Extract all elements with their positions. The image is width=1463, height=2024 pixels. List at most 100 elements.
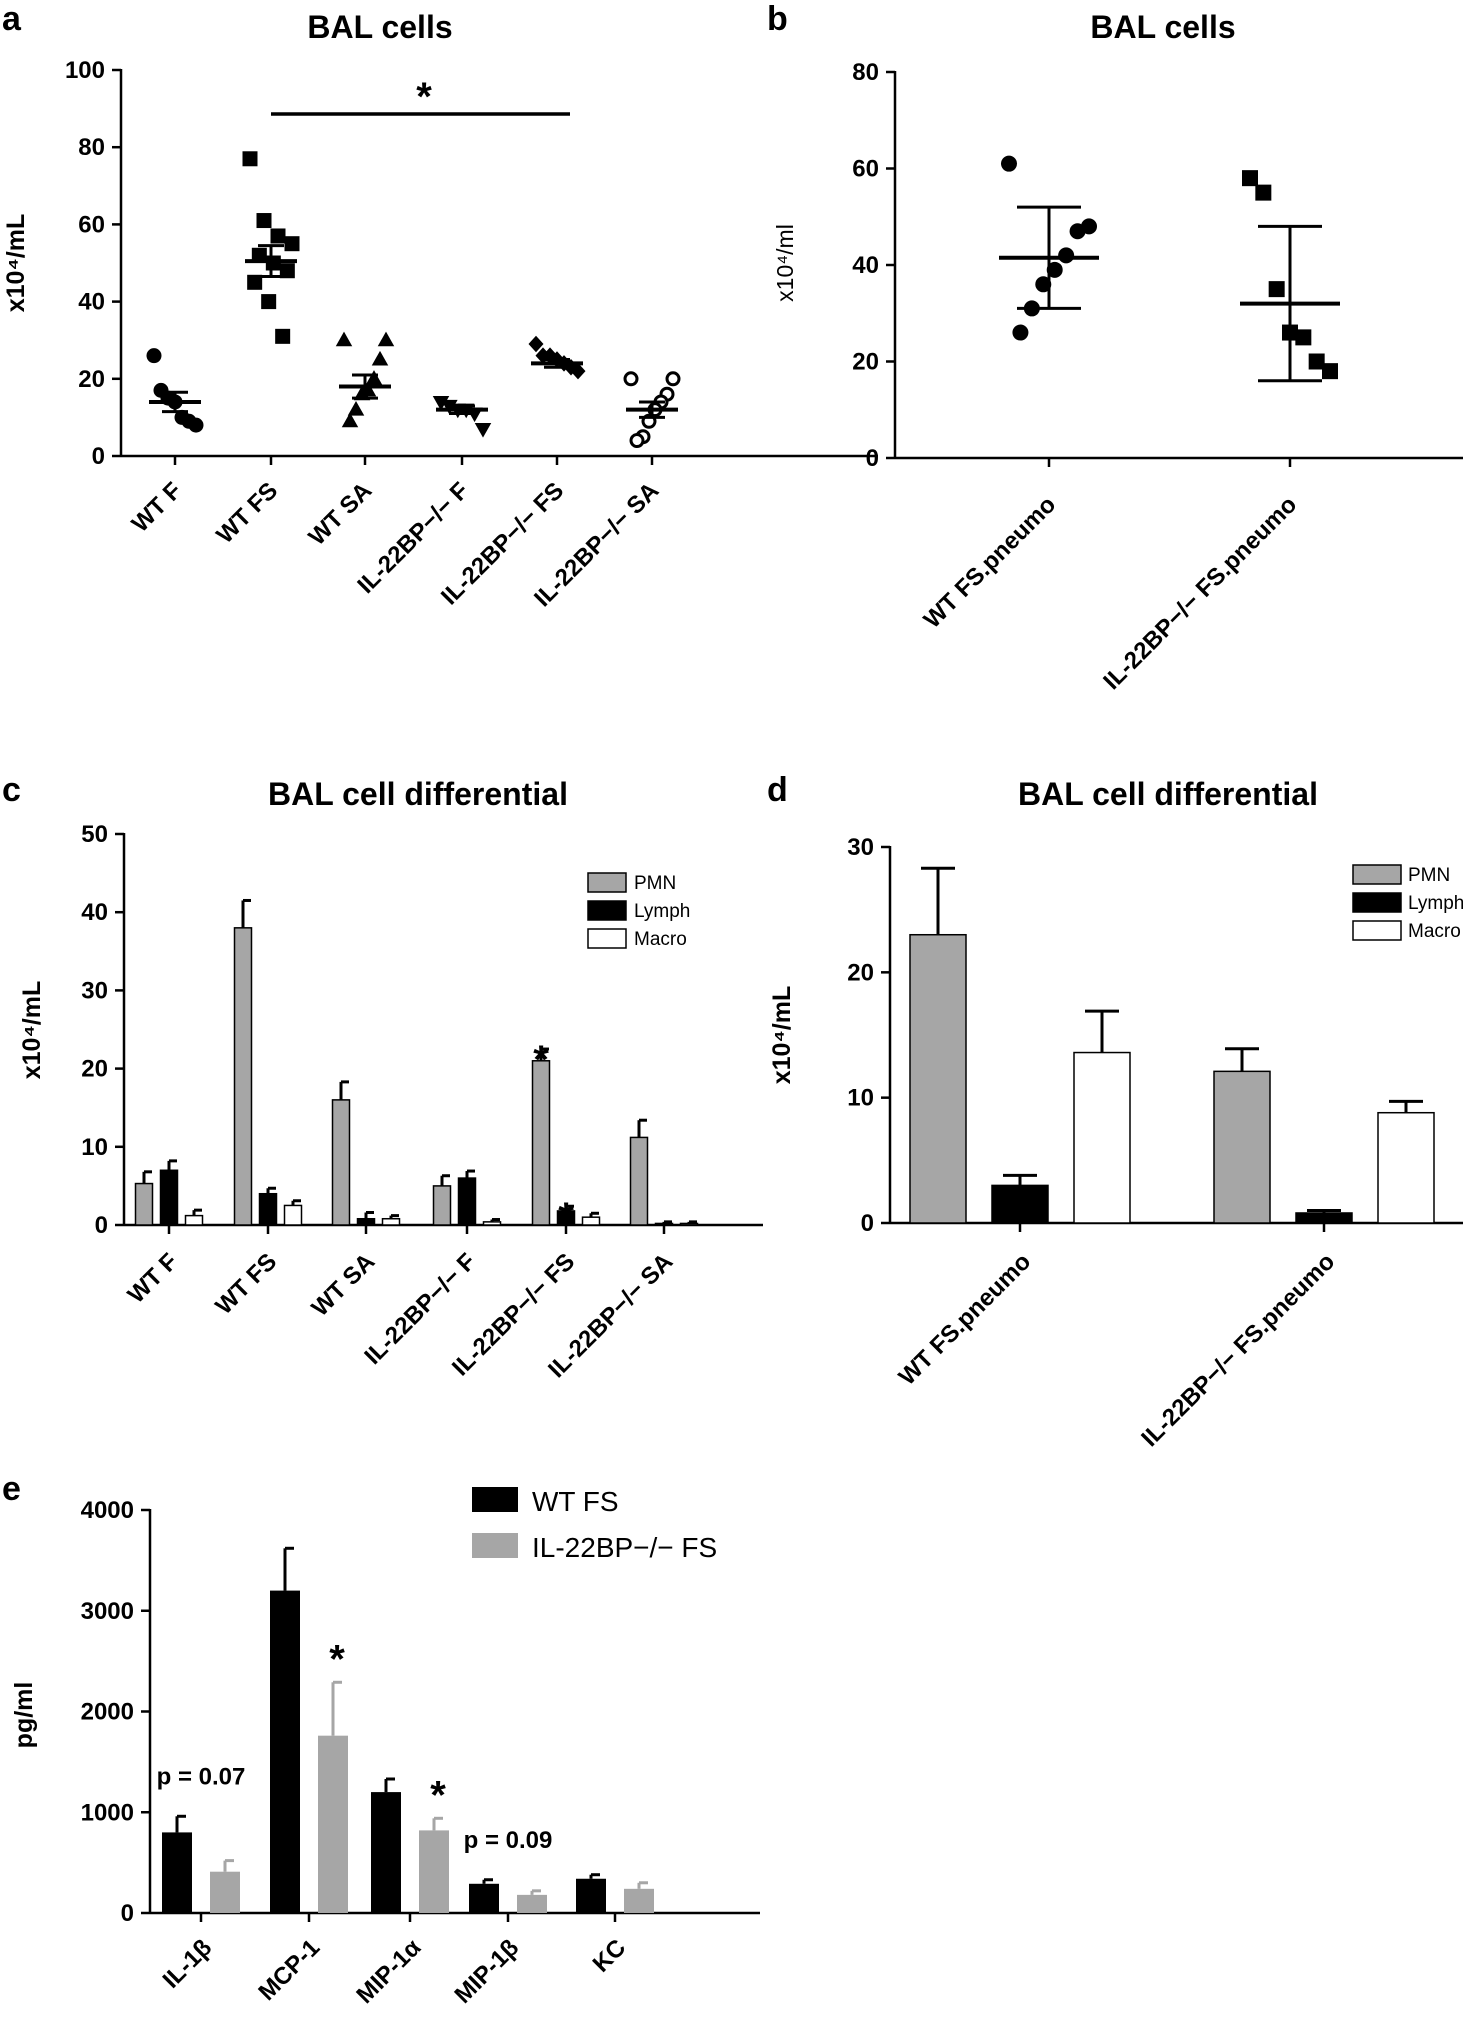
bar-il-22bp-fs [318, 1735, 348, 1913]
bar-macro [679, 1222, 699, 1226]
data-point [377, 331, 395, 347]
x-tick-label: IL-22BP−/− FS.pneumo [1098, 491, 1302, 695]
significance-star: * [558, 1195, 574, 1239]
panel-label: d [767, 771, 788, 809]
significance-star: * [416, 75, 432, 119]
data-point [242, 151, 258, 167]
data-point [188, 417, 204, 433]
y-tick-label: 10 [81, 1134, 108, 1161]
data-point [1012, 324, 1029, 341]
legend-swatch [587, 928, 627, 949]
y-tick-label: 80 [78, 134, 105, 161]
y-tick-label: 0 [121, 1900, 134, 1927]
data-point [251, 247, 267, 263]
data-point [1069, 223, 1086, 240]
data-point [247, 274, 263, 290]
bar-macro [1377, 1111, 1435, 1224]
y-tick-label: 30 [847, 834, 874, 861]
bar-lymph [159, 1169, 179, 1226]
legend-swatch [1352, 892, 1402, 913]
data-point [474, 422, 492, 438]
panel-label: a [2, 0, 22, 38]
x-tick-label: IL-1β [158, 1934, 218, 1994]
legend-label: Lymph [1408, 893, 1463, 914]
y-tick-label: 20 [847, 959, 874, 986]
y-tick-label: 1000 [81, 1799, 134, 1826]
y-tick-label: 0 [95, 1212, 108, 1239]
data-point [275, 328, 291, 344]
data-point [1268, 281, 1285, 298]
y-tick-label: 80 [852, 59, 879, 86]
bar-il-22bp-fs [624, 1888, 654, 1913]
data-point [256, 213, 272, 229]
significance-star: * [430, 1773, 446, 1817]
legend-label: WT FS [532, 1486, 619, 1517]
bar-pmn [233, 927, 253, 1226]
y-tick-label: 0 [861, 1210, 874, 1237]
bar-lymph [991, 1184, 1049, 1224]
legend-label: IL-22BP−/− FS [532, 1532, 717, 1563]
legend-label: PMN [1408, 865, 1450, 886]
bar-pmn [909, 933, 967, 1224]
bar-macro [381, 1217, 401, 1226]
bar-macro [184, 1214, 204, 1226]
data-point [665, 371, 681, 387]
bar-il-22bp-fs [210, 1871, 240, 1913]
chart-title: BAL cells [307, 9, 452, 45]
legend-label: Macro [634, 929, 687, 950]
chart-title: BAL cell differential [268, 776, 568, 812]
x-tick-label: MCP-1 [253, 1934, 325, 2006]
y-tick-label: 60 [852, 156, 879, 183]
y-tick-label: 0 [866, 445, 879, 472]
panel-d: d BAL cell differential x10⁴/mL 0 10 20 30 WT F… [767, 771, 1463, 1452]
significance-star: * [329, 1637, 345, 1681]
y-tick-label: 60 [78, 211, 105, 238]
x-tick-label: MIP-1β [450, 1934, 525, 2009]
y-tick-label: 3000 [81, 1598, 134, 1625]
y-tick-label: 100 [65, 57, 105, 84]
data-point [1295, 329, 1312, 346]
bar-il-22bp-fs [517, 1894, 547, 1913]
legend-swatch [472, 1487, 518, 1512]
p-value: p = 0.09 [464, 1827, 553, 1854]
x-tick-label: IL-22BP−/− FS.pneumo [1136, 1248, 1340, 1452]
panel-label: c [2, 771, 21, 809]
data-point [284, 236, 300, 252]
data-point [341, 412, 359, 428]
data-point [1308, 353, 1325, 370]
y-tick-label: 40 [852, 252, 879, 279]
chart-title: BAL cell differential [1018, 776, 1318, 812]
y-tick-label: 20 [81, 1056, 108, 1083]
y-axis-label: x10⁴/mL [18, 981, 46, 1080]
data-point [528, 335, 544, 353]
x-tick-label: WT FS.pneumo [919, 491, 1062, 634]
data-point [1322, 363, 1338, 380]
panel-b: b BAL cells x10⁴/ml 0 20 40 60 80 WT FS.pneumo IL… [767, 0, 1463, 695]
p-value: p = 0.07 [157, 1763, 246, 1790]
y-axis-label: pg/ml [10, 1682, 38, 1749]
y-tick-label: 0 [92, 443, 105, 470]
bar-lymph [654, 1222, 674, 1226]
bar-pmn [1213, 1070, 1271, 1224]
data-point [1242, 170, 1258, 187]
data-point [279, 263, 295, 279]
legend-swatch [587, 900, 627, 921]
data-point [261, 294, 277, 310]
bar-pmn [331, 1099, 351, 1226]
x-tick-label: WT F [127, 477, 188, 538]
panel-label: b [767, 0, 788, 38]
bar-lymph [356, 1217, 376, 1226]
y-tick-label: 20 [852, 349, 879, 376]
legend-label: Macro [1408, 921, 1461, 942]
data-point [623, 371, 639, 387]
legend-swatch [1352, 920, 1402, 941]
bar-macro [482, 1221, 502, 1226]
bar-wt-fs [270, 1590, 300, 1913]
data-point [270, 228, 286, 244]
y-tick-label: 40 [81, 899, 108, 926]
bar-il-22bp-fs [419, 1830, 449, 1913]
bar-lymph [1295, 1212, 1353, 1224]
x-tick-label: WT FS [211, 477, 283, 549]
bar-lymph [258, 1192, 278, 1226]
